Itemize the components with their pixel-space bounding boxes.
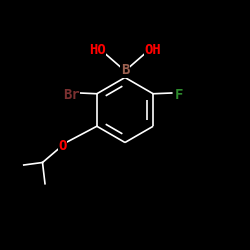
- Text: O: O: [58, 139, 67, 153]
- Text: F: F: [174, 88, 183, 102]
- Text: B: B: [121, 63, 129, 77]
- Text: HO: HO: [88, 43, 106, 57]
- Text: OH: OH: [144, 43, 162, 57]
- Text: Br: Br: [63, 88, 80, 102]
